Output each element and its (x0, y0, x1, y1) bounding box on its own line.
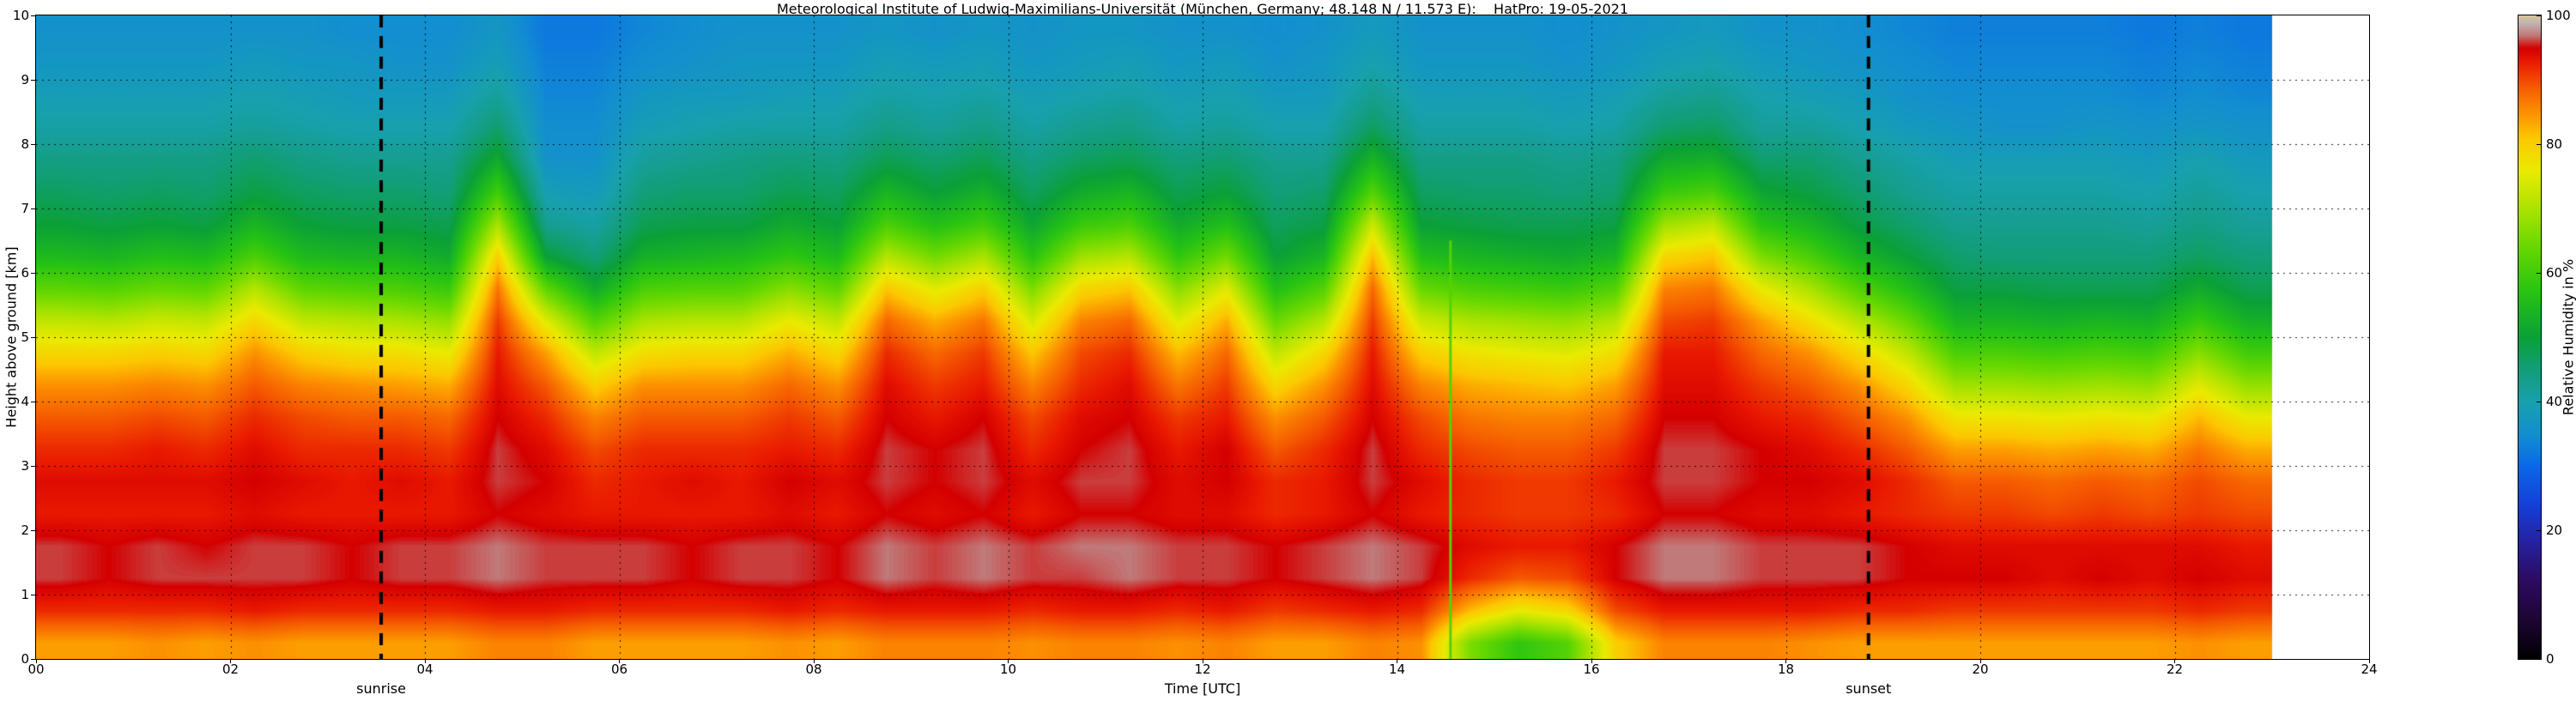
y-tick-label: 6 (21, 265, 29, 281)
y-tick-mark (31, 143, 35, 145)
x-tick-label: 22 (2166, 662, 2184, 677)
y-tick-mark (31, 79, 35, 81)
x-tick-label: 02 (221, 662, 239, 677)
x-tick-label: 14 (1388, 662, 1406, 677)
x-tick-mark (424, 659, 426, 663)
x-tick-label: 12 (1194, 662, 1211, 677)
y-tick-label: 3 (21, 458, 29, 474)
sunrise-label: sunrise (356, 680, 406, 697)
x-tick-label: 08 (805, 662, 822, 677)
x-tick-label: 20 (1972, 662, 1989, 677)
colorbar-tick-mark (2537, 657, 2541, 659)
colorbar-tick-mark (2537, 529, 2541, 531)
x-tick-label: 06 (610, 662, 628, 677)
sunset-label: sunset (1846, 680, 1892, 697)
y-tick-label: 5 (21, 329, 29, 345)
y-tick-label: 7 (21, 201, 29, 216)
x-tick-mark (1785, 659, 1786, 663)
x-tick-mark (2368, 659, 2370, 663)
chart-title: Meteorological Institute of Ludwig-Maxim… (776, 1, 1629, 17)
x-tick-mark (619, 659, 620, 663)
y-tick-label: 10 (12, 8, 29, 23)
y-tick-label: 1 (21, 587, 29, 602)
x-tick-label: 00 (27, 662, 45, 677)
colorbar-label: Relative Humidity in % (2560, 258, 2576, 416)
x-tick-mark (1008, 659, 1009, 663)
x-tick-label: 04 (416, 662, 433, 677)
heatmap-canvas (36, 15, 2369, 659)
colorbar-canvas (2518, 15, 2541, 659)
x-tick-mark (813, 659, 815, 663)
y-tick-label: 9 (21, 72, 29, 88)
y-tick-mark (31, 272, 35, 274)
x-tick-mark (230, 659, 231, 663)
x-axis-label: Time [UTC] (1164, 680, 1241, 697)
x-tick-label: 16 (1583, 662, 1600, 677)
y-tick-mark (31, 465, 35, 467)
colorbar-tick-label: 80 (2546, 136, 2563, 152)
y-tick-mark (31, 208, 35, 209)
colorbar-tick-mark (2537, 143, 2541, 145)
colorbar-tick-label: 60 (2546, 265, 2563, 281)
x-tick-label: 18 (1777, 662, 1795, 677)
x-tick-mark (35, 659, 37, 663)
colorbar-tick-mark (2537, 272, 2541, 274)
y-tick-mark (31, 658, 35, 660)
y-tick-label: 8 (21, 136, 29, 152)
x-tick-mark (2174, 659, 2175, 663)
colorbar-tick-label: 40 (2546, 394, 2563, 409)
colorbar-tick-label: 20 (2546, 523, 2563, 538)
colorbar-tick-label: 0 (2546, 651, 2555, 667)
y-tick-label: 4 (21, 394, 29, 409)
colorbar-tick-mark (2537, 15, 2541, 16)
x-tick-mark (1591, 659, 1592, 663)
y-tick-label: 0 (21, 651, 29, 667)
x-tick-label: 10 (999, 662, 1017, 677)
x-tick-mark (1979, 659, 1981, 663)
y-tick-mark (31, 529, 35, 531)
colorbar-tick-label: 100 (2546, 8, 2571, 23)
y-tick-mark (31, 15, 35, 16)
y-tick-mark (31, 336, 35, 338)
y-tick-label: 2 (21, 523, 29, 538)
x-tick-label: 24 (2361, 662, 2378, 677)
